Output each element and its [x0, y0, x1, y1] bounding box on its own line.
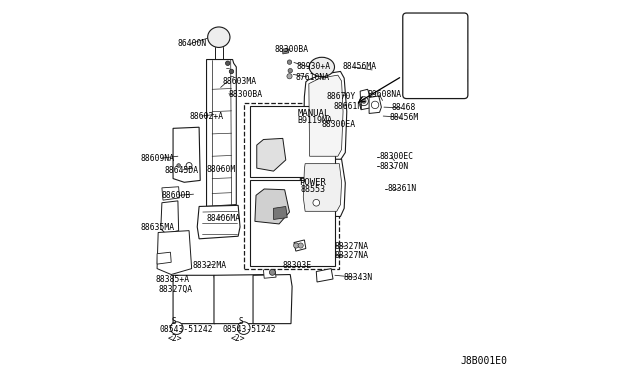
Bar: [463, 69, 467, 81]
Polygon shape: [214, 275, 273, 324]
Text: 88635MA: 88635MA: [141, 223, 175, 232]
Text: 88327NA: 88327NA: [334, 242, 368, 251]
Text: 88645DA: 88645DA: [164, 166, 198, 174]
Polygon shape: [273, 206, 287, 219]
Text: 87610NA: 87610NA: [295, 73, 329, 81]
Polygon shape: [303, 71, 347, 160]
Text: 88661N: 88661N: [333, 102, 362, 110]
Text: 88600B: 88600B: [162, 191, 191, 200]
Text: 88385+A: 88385+A: [156, 275, 189, 284]
Text: 88456MA: 88456MA: [342, 62, 376, 71]
Bar: [403, 69, 407, 81]
Text: 88670Y: 88670Y: [326, 92, 356, 101]
Text: 88327QA: 88327QA: [158, 285, 192, 294]
Text: 88602+A: 88602+A: [189, 112, 223, 121]
Circle shape: [360, 97, 369, 106]
Text: 86400N: 86400N: [178, 39, 207, 48]
Bar: [425, 56, 434, 70]
Ellipse shape: [309, 57, 335, 77]
Circle shape: [313, 199, 319, 206]
Polygon shape: [253, 275, 292, 324]
Polygon shape: [294, 240, 306, 251]
Text: 88468: 88468: [392, 103, 416, 112]
Circle shape: [362, 99, 366, 103]
Polygon shape: [157, 231, 191, 275]
Text: 88930+A: 88930+A: [297, 62, 331, 71]
Text: 08543-51242: 08543-51242: [159, 325, 213, 334]
Polygon shape: [300, 159, 346, 217]
Bar: [403, 31, 407, 42]
Text: 88603MA: 88603MA: [223, 77, 257, 86]
Polygon shape: [360, 89, 371, 110]
Polygon shape: [157, 252, 172, 264]
Bar: [463, 31, 467, 42]
Circle shape: [287, 60, 292, 64]
Polygon shape: [309, 75, 343, 156]
Text: S: S: [238, 317, 243, 326]
Text: B9608NA: B9608NA: [367, 90, 402, 99]
Bar: [425, 40, 434, 54]
Text: 88300EA: 88300EA: [322, 120, 356, 129]
Circle shape: [186, 163, 192, 169]
Bar: [436, 40, 445, 54]
Text: 08543-51242: 08543-51242: [223, 325, 276, 334]
Text: 88343N: 88343N: [343, 273, 372, 282]
Polygon shape: [255, 189, 289, 224]
Polygon shape: [161, 201, 179, 234]
Polygon shape: [197, 205, 240, 239]
Polygon shape: [257, 138, 286, 171]
Text: <2>: <2>: [231, 334, 245, 343]
Polygon shape: [264, 269, 276, 278]
Ellipse shape: [207, 27, 230, 47]
Text: 88609NA: 88609NA: [141, 154, 175, 163]
Circle shape: [287, 74, 292, 79]
Circle shape: [371, 101, 379, 109]
Text: <2>: <2>: [168, 334, 182, 343]
Polygon shape: [173, 275, 216, 324]
Text: POWER: POWER: [300, 178, 326, 187]
Polygon shape: [173, 127, 200, 182]
Polygon shape: [316, 269, 333, 282]
Circle shape: [294, 243, 299, 248]
Bar: [250, 180, 335, 266]
Polygon shape: [207, 60, 236, 206]
Circle shape: [177, 164, 180, 167]
Circle shape: [269, 269, 275, 275]
Text: 88322MA: 88322MA: [193, 262, 227, 270]
Text: 88300BA: 88300BA: [228, 90, 262, 99]
Polygon shape: [303, 164, 342, 211]
Polygon shape: [283, 48, 289, 54]
Circle shape: [225, 61, 230, 65]
Polygon shape: [162, 187, 179, 200]
Text: 88406MA: 88406MA: [207, 214, 241, 223]
FancyBboxPatch shape: [403, 13, 468, 99]
Text: 88303E: 88303E: [282, 262, 311, 270]
Circle shape: [288, 68, 292, 73]
Circle shape: [298, 243, 303, 248]
Circle shape: [170, 322, 183, 334]
Bar: [250, 106, 335, 177]
Text: MANUAL: MANUAL: [298, 109, 330, 118]
Text: 88370N: 88370N: [380, 162, 409, 171]
Text: 88300BA: 88300BA: [275, 45, 308, 54]
Text: 88327NA: 88327NA: [334, 251, 368, 260]
Text: 88456M: 88456M: [390, 113, 419, 122]
Text: S: S: [172, 317, 176, 326]
Text: B9119MA: B9119MA: [298, 116, 333, 125]
Text: 88060M: 88060M: [207, 165, 236, 174]
Bar: [244, 103, 339, 269]
Text: 88300EC: 88300EC: [380, 153, 413, 161]
Text: 88553: 88553: [301, 185, 326, 194]
Text: J8B001E0: J8B001E0: [461, 356, 508, 366]
Text: 88361N: 88361N: [388, 184, 417, 193]
Polygon shape: [369, 96, 381, 113]
Circle shape: [229, 69, 234, 74]
Circle shape: [237, 322, 250, 334]
Bar: [436, 56, 445, 70]
